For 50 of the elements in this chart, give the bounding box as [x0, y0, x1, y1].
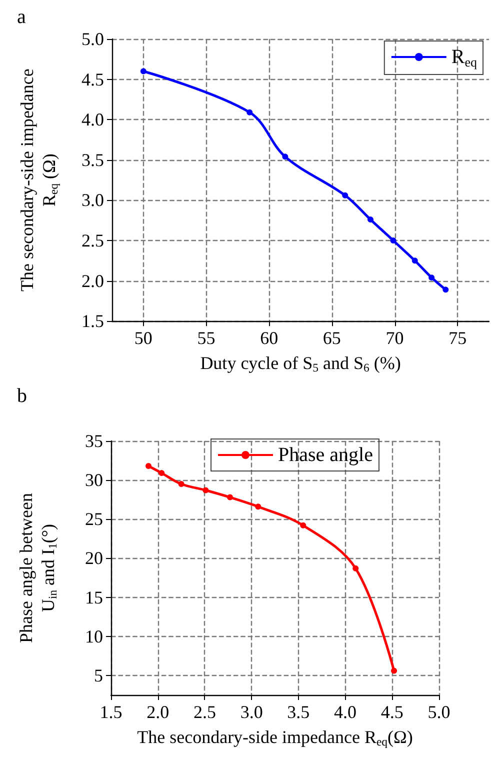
y-tick-label: 4.5	[82, 69, 104, 90]
x-tick-label: 3.0	[240, 702, 263, 722]
x-tick-label: 75	[448, 328, 467, 348]
y-tick-label: 2.5	[82, 230, 104, 250]
point	[227, 494, 234, 500]
point	[442, 286, 449, 293]
point	[246, 109, 253, 116]
y-tick-label: 4.0	[82, 110, 104, 130]
y-tick-label: 2.0	[82, 270, 104, 291]
point	[412, 258, 418, 264]
y-tick-label: 5.0	[82, 29, 104, 49]
x-tick-label: 1.5	[100, 702, 122, 722]
y-tick-label: 5	[94, 665, 103, 686]
point	[255, 504, 262, 510]
point	[145, 463, 152, 470]
point	[282, 154, 288, 160]
legend-label: Phase angle	[278, 444, 374, 466]
x-tick-label: 55	[197, 328, 216, 348]
y-tick-label: 10	[85, 626, 103, 646]
y-tick-label: 25	[85, 509, 103, 530]
point	[202, 487, 209, 494]
y-tick-label: 15	[85, 587, 103, 608]
y-tick-label: 30	[85, 470, 103, 490]
point	[368, 216, 374, 223]
x-tick-label: 3.5	[287, 702, 310, 722]
x-tick-label: 65	[322, 328, 341, 348]
y-tick-label: 35	[85, 431, 103, 451]
x-tick-label: 5.0	[428, 702, 450, 722]
point	[391, 668, 398, 674]
chart-title: b	[17, 385, 27, 407]
x-tick-label: 70	[386, 328, 404, 348]
y-tick-label: 3.5	[82, 150, 104, 170]
chart-title: a	[17, 6, 26, 28]
y-tick-label: 3.0	[82, 190, 104, 210]
point	[178, 480, 184, 487]
y-tick-label: 1.5	[82, 311, 104, 332]
x-tick-label: 2.5	[193, 702, 216, 722]
x-tick-label: 4.5	[380, 702, 404, 722]
y-tick-label: 20	[85, 548, 103, 568]
x-tick-label: 4.0	[334, 702, 357, 722]
point	[428, 274, 435, 281]
point	[352, 565, 359, 572]
point	[158, 470, 165, 476]
x-tick-label: 60	[260, 328, 278, 348]
point	[140, 68, 146, 74]
x-tick-label: 2.0	[146, 702, 170, 722]
point	[300, 522, 306, 528]
x-tick-label: 50	[134, 328, 152, 348]
point	[342, 192, 348, 198]
point	[390, 238, 396, 244]
